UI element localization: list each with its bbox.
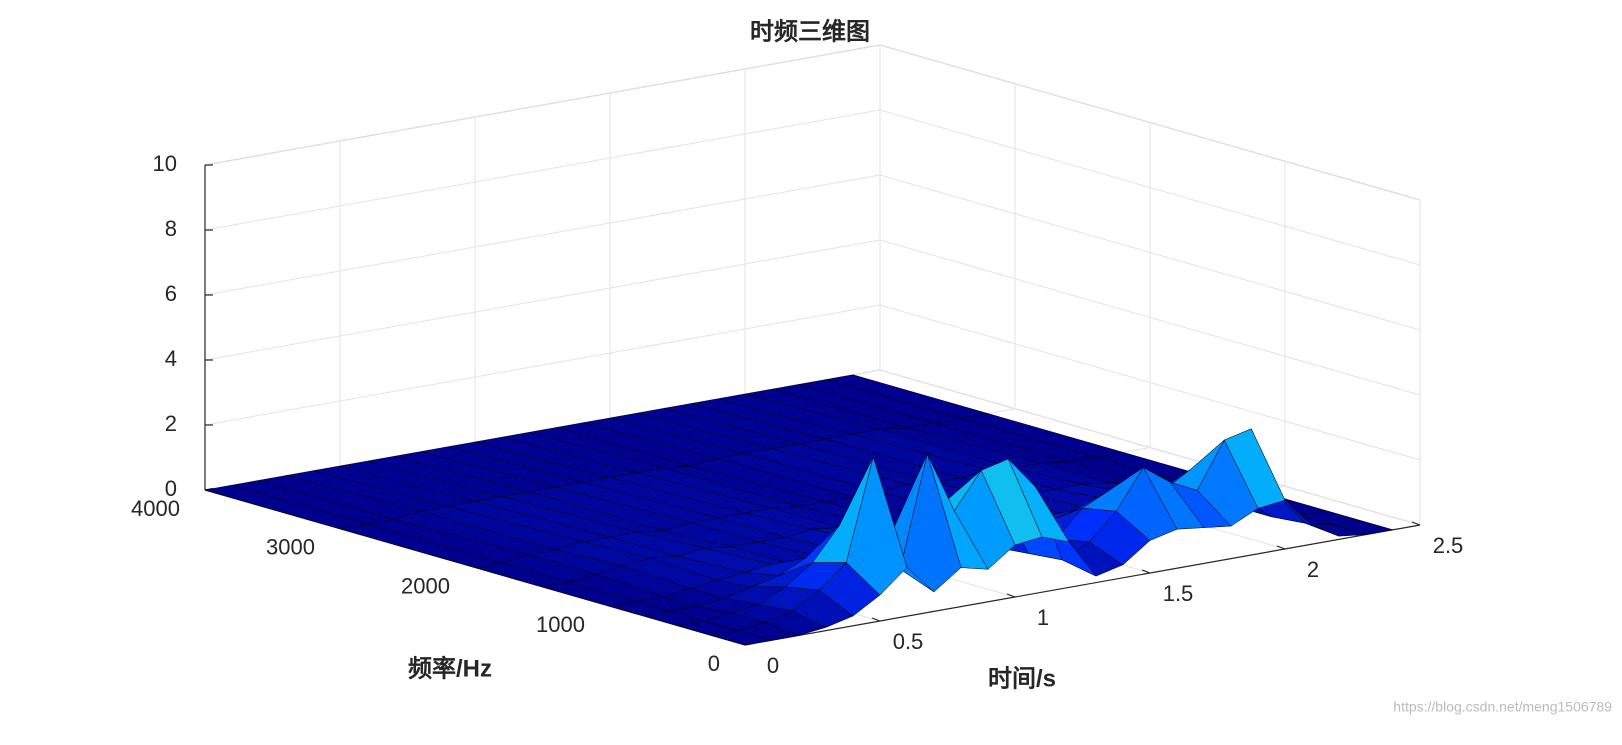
z-tick-label: 2	[165, 411, 177, 436]
grid-line	[204, 304, 881, 426]
z-tick-label: 6	[165, 281, 177, 306]
axis-line	[744, 524, 1421, 646]
x-tick	[1276, 545, 1286, 550]
x-tick-label: 2	[1307, 557, 1319, 582]
surface-patch	[711, 630, 773, 646]
y-axis-label: 频率/Hz	[408, 654, 492, 682]
z-tick-label: 8	[165, 216, 177, 241]
x-tick	[1141, 569, 1151, 574]
z-tick-label: 0	[165, 476, 177, 501]
y-tick-label: 3000	[266, 535, 315, 560]
z-tick-label: 10	[153, 151, 177, 176]
y-tick-label: 4000	[131, 496, 180, 521]
y-tick-label: 1000	[536, 612, 585, 637]
x-tick-label: 1.5	[1163, 581, 1194, 606]
x-tick-label: 0.5	[893, 629, 924, 654]
grid-line	[204, 174, 881, 296]
grid-line	[204, 239, 881, 361]
watermark: https://blog.csdn.net/meng1506789	[1393, 699, 1612, 715]
chart-title: 时频三维图	[750, 17, 870, 45]
x-tick-label: 1	[1037, 605, 1049, 630]
x-axis-label: 时间/s	[988, 665, 1056, 692]
x-tick	[1006, 593, 1016, 598]
y-tick-label: 2000	[401, 573, 450, 598]
grid-line	[204, 44, 881, 166]
x-tick-label: 0	[767, 653, 779, 678]
x-tick-label: 2.5	[1433, 533, 1464, 558]
x-tick	[1411, 521, 1421, 526]
grid-line	[204, 109, 881, 231]
z-tick-label: 4	[165, 346, 177, 371]
y-tick-label: 0	[708, 651, 720, 676]
x-tick	[871, 617, 881, 622]
